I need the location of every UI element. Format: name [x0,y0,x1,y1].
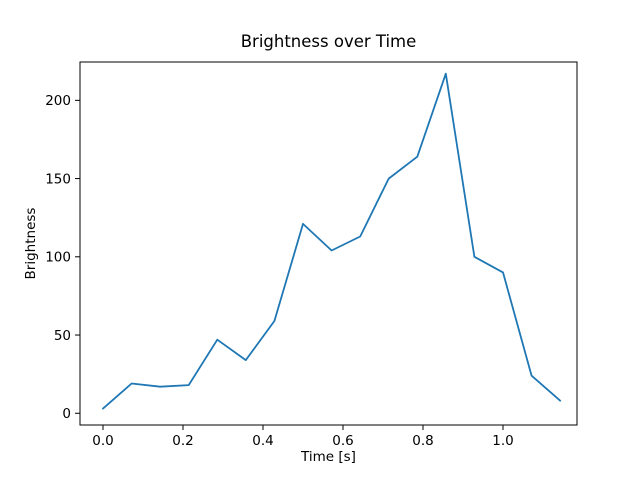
x-tick-label: 0.4 [252,433,273,449]
y-tick-label: 50 [54,328,71,344]
plot-area [79,61,578,426]
x-axis-ticks: 0.0 0.2 0.4 0.6 0.8 1.0 [92,425,514,449]
y-axis-ticks: 0 50 100 150 200 [45,93,80,422]
x-axis-label: Time [s] [300,449,356,465]
y-tick-label: 150 [45,171,71,187]
y-tick-label: 200 [45,93,71,109]
x-tick-label: 0.8 [412,433,433,449]
x-tick-label: 1.0 [492,433,513,449]
y-tick-label: 0 [62,406,71,422]
y-axis-label: Brightness [23,208,39,280]
chart-title: Brightness over Time [241,32,417,51]
x-tick-label: 0.0 [92,433,113,449]
plot-series [102,72,562,410]
brightness-line [102,72,562,410]
y-tick-label: 100 [45,250,71,266]
x-tick-label: 0.6 [332,433,353,449]
x-tick-label: 0.2 [172,433,193,449]
